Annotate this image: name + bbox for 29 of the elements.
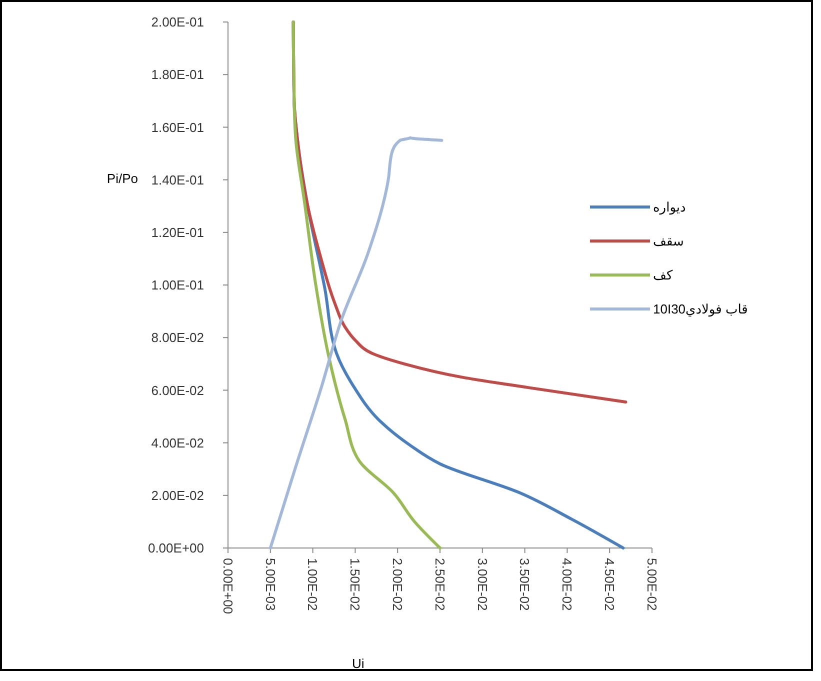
x-tick-label: 1.50E-02 bbox=[348, 558, 363, 611]
x-tick-label: 2.50E-02 bbox=[432, 558, 448, 611]
y-tick-label: 1.60E-01 bbox=[151, 120, 204, 135]
line-series bbox=[292, 20, 442, 550]
y-tick-label: 2.00E-01 bbox=[151, 14, 204, 30]
y-tick-label: 8.00E-02 bbox=[151, 330, 204, 346]
x-tick-label: 3.00E-02 bbox=[474, 558, 490, 611]
x-tick-label: 1.00E-02 bbox=[305, 558, 320, 611]
x-tick-label: 4.50E-02 bbox=[602, 558, 618, 611]
y-tick-label: 6.00E-02 bbox=[151, 382, 204, 398]
y-axis-title: Pi/Po bbox=[106, 171, 138, 186]
y-tick-label: 2.00E-02 bbox=[151, 488, 204, 503]
x-tick-label: 4.00E-02 bbox=[560, 558, 575, 611]
legend-label: ديواره bbox=[653, 200, 686, 216]
legend-label: سقف bbox=[653, 234, 684, 249]
x-tick-label: 3.50E-02 bbox=[517, 558, 532, 611]
y-tick-label: 1.40E-01 bbox=[151, 172, 204, 188]
y-tick-label: 1.20E-01 bbox=[151, 224, 204, 240]
legend-label: قاب فولادي10I30 bbox=[653, 302, 748, 318]
x-tick-label: 5.00E-02 bbox=[644, 558, 660, 611]
x-axis-title: Ui bbox=[352, 656, 364, 671]
y-tick-label: 1.80E-01 bbox=[151, 67, 204, 82]
y-tick-label: 1.00E-01 bbox=[151, 278, 204, 293]
x-tick-label: 2.00E-02 bbox=[390, 558, 406, 611]
x-tick-label: 5.00E-03 bbox=[262, 558, 278, 611]
y-tick-label: 0.00E+00 bbox=[148, 540, 204, 556]
y-tick-label: 4.00E-02 bbox=[151, 435, 204, 450]
line-series bbox=[268, 136, 444, 550]
legend-label: كف bbox=[653, 268, 674, 283]
